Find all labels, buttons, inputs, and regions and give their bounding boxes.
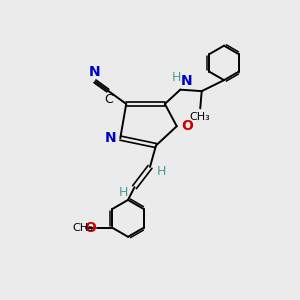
Text: H: H	[118, 186, 128, 199]
Text: O: O	[85, 220, 97, 235]
Text: H: H	[157, 166, 166, 178]
Text: N: N	[180, 74, 192, 88]
Text: CH₃: CH₃	[190, 112, 211, 122]
Text: N: N	[104, 131, 116, 145]
Text: H: H	[172, 71, 182, 84]
Text: N: N	[89, 65, 101, 79]
Text: CH₃: CH₃	[72, 223, 93, 232]
Text: O: O	[181, 119, 193, 133]
Text: C: C	[104, 93, 113, 106]
